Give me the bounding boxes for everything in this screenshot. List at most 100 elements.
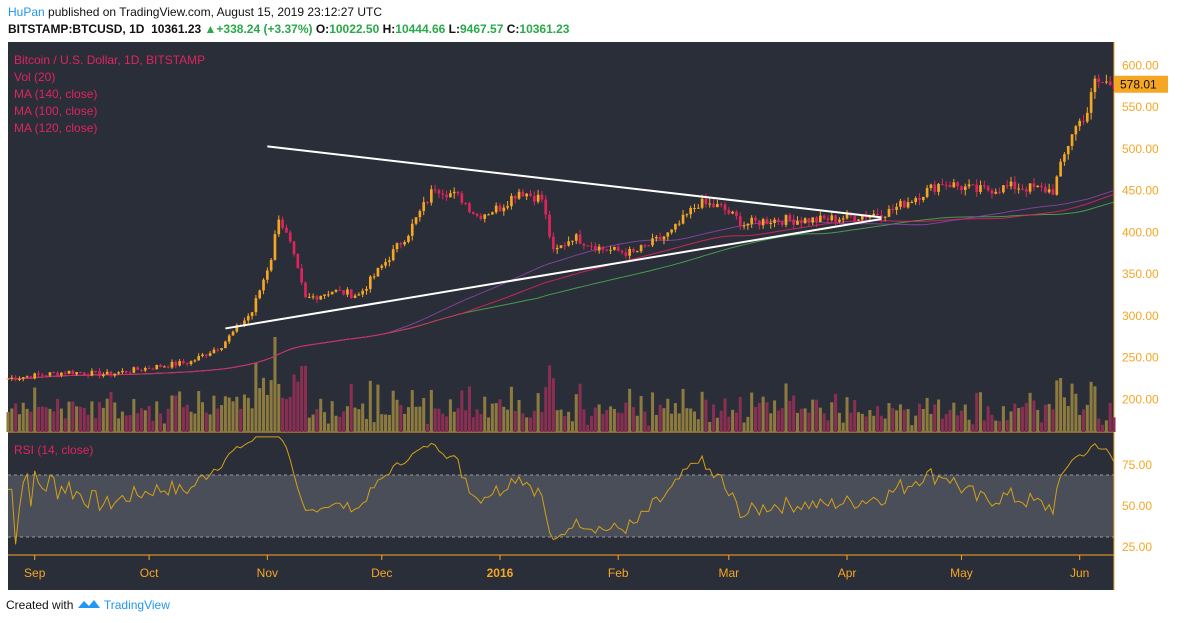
volume-bar [715, 417, 719, 432]
volume-bar [67, 401, 71, 432]
volume-bar [544, 387, 548, 432]
candle-body [60, 372, 63, 376]
candle-body [140, 369, 143, 371]
volume-bar [917, 403, 922, 432]
low-label: L: [448, 22, 460, 36]
candle-body [986, 186, 990, 191]
volume-bar [933, 404, 937, 432]
volume-bar [643, 411, 647, 432]
volume-bar [368, 380, 372, 432]
volume-bar [662, 408, 666, 432]
volume-bar [262, 377, 266, 432]
price-tick-label: 450.00 [1122, 184, 1159, 198]
volume-bar [841, 422, 845, 432]
tradingview-brand[interactable]: TradingView [103, 598, 170, 612]
candle-body [452, 191, 456, 194]
volume-bar [998, 421, 1002, 432]
volume-bar [120, 411, 124, 432]
candle-body [563, 245, 567, 247]
volume-bar [242, 394, 246, 432]
volume-bar [910, 425, 914, 432]
candle-body [433, 189, 437, 191]
candle-body [510, 195, 513, 207]
volume-bar [559, 409, 563, 432]
time-tick-label: Mar [718, 566, 739, 580]
legend-title: Bitcoin / U.S. Dollar, 1D, BITSTAMP [14, 53, 205, 67]
candle-body [956, 182, 959, 187]
volume-bar [284, 399, 288, 432]
candle-body [10, 377, 14, 379]
volume-bar [853, 400, 857, 432]
volume-bar [418, 406, 422, 432]
candle-body [761, 219, 765, 226]
candle-body [876, 213, 879, 216]
volume-bar [651, 392, 655, 432]
candle-body [609, 249, 612, 251]
volume-bar [429, 389, 433, 432]
volume-bar [795, 412, 799, 432]
price-tick-label: 550.00 [1122, 100, 1159, 114]
volume-bar [925, 397, 929, 432]
candle-body [361, 290, 365, 295]
volume-bar [586, 424, 590, 432]
author-link[interactable]: HuPan [8, 5, 45, 19]
close-label: C: [506, 22, 520, 36]
volume-bar [162, 423, 166, 432]
volume-bar [21, 402, 25, 432]
candle-body [1097, 78, 1101, 83]
candle-body [574, 234, 578, 241]
volume-bar [212, 395, 216, 432]
volume-bar [227, 397, 231, 432]
publisher-line: HuPan published on TradingView.com, Augu… [8, 5, 382, 19]
symbol-line: BITSTAMP:BTCUSD, 1D 10361.23 ▲+338.24 (+… [8, 22, 569, 36]
candle-body [811, 217, 815, 223]
legend-item-vol: Vol (20) [14, 70, 55, 84]
candle-body [1047, 189, 1051, 193]
volume-bar [708, 422, 712, 432]
candle-body [353, 295, 357, 298]
volume-bar [822, 413, 826, 432]
volume-bar [151, 420, 155, 432]
volume-bar [265, 394, 269, 432]
candle-body [143, 368, 147, 371]
published-text: published on TradingView.com, August 15,… [48, 5, 383, 19]
candle-body [746, 223, 750, 226]
volume-bar [872, 415, 876, 432]
candle-body [864, 215, 868, 218]
price-pane[interactable] [8, 42, 1114, 432]
rsi-legend: RSI (14, close) [14, 443, 93, 457]
candle-body [769, 222, 773, 224]
volume-bar [593, 407, 597, 432]
candle-body [201, 354, 204, 357]
candle-body [63, 372, 67, 374]
candle-body [784, 215, 788, 225]
candle-body [590, 245, 593, 247]
candle-body [548, 214, 551, 237]
candle-body [944, 184, 948, 186]
volume-bar [837, 412, 841, 432]
candle-body [174, 361, 178, 366]
volume-bar [94, 418, 98, 432]
candle-body [388, 260, 391, 262]
candle-body [960, 186, 963, 191]
volume-bars [6, 337, 1116, 432]
volume-bar [761, 396, 765, 432]
volume-bar [14, 403, 18, 432]
rsi-tick-label: 50.00 [1122, 499, 1152, 513]
volume-bar [231, 401, 235, 432]
volume-bar [441, 413, 445, 432]
trendline-lower [225, 218, 882, 330]
rsi-band [8, 475, 1114, 537]
candle-body [132, 367, 136, 373]
volume-bar [452, 411, 456, 432]
candle-body [1105, 81, 1108, 83]
volume-bar [44, 407, 48, 432]
candle-body [906, 202, 910, 208]
volume-bar [364, 418, 369, 432]
volume-bar [582, 409, 586, 432]
volume-bar [948, 409, 952, 432]
close-value: 10361.23 [519, 22, 570, 36]
volume-bar [487, 417, 491, 432]
candle-body [994, 191, 998, 194]
chart-area[interactable]: 600.00 550.00 500.00 450.00 400.00 350.00 300.… [0, 0, 1188, 590]
